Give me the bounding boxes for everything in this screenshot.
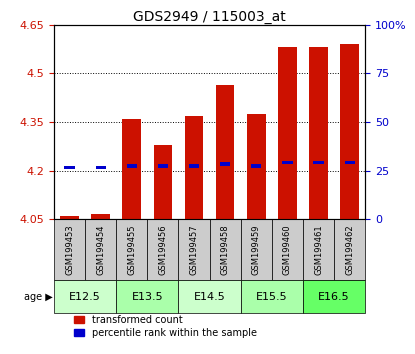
Text: E14.5: E14.5 (194, 292, 225, 302)
Bar (122, 119, 141, 219)
FancyBboxPatch shape (147, 219, 178, 280)
FancyBboxPatch shape (241, 219, 272, 280)
Bar (282, 161, 293, 164)
Bar (185, 115, 203, 219)
Bar (247, 114, 266, 219)
Text: E13.5: E13.5 (132, 292, 163, 302)
FancyBboxPatch shape (334, 219, 365, 280)
Text: GSM199459: GSM199459 (252, 224, 261, 275)
Text: GSM199462: GSM199462 (345, 224, 354, 275)
Bar (344, 161, 355, 164)
Bar (95, 166, 106, 169)
Bar (216, 85, 234, 219)
Bar (127, 164, 137, 167)
FancyBboxPatch shape (116, 219, 147, 280)
Text: GSM199456: GSM199456 (159, 224, 167, 275)
Bar (313, 161, 324, 164)
Text: GSM199461: GSM199461 (314, 224, 323, 275)
Text: GSM199455: GSM199455 (127, 224, 136, 275)
Legend: transformed count, percentile rank within the sample: transformed count, percentile rank withi… (74, 315, 257, 338)
Text: GSM199458: GSM199458 (221, 224, 229, 275)
FancyBboxPatch shape (54, 280, 116, 314)
Text: GSM199454: GSM199454 (96, 224, 105, 275)
Bar (251, 164, 261, 167)
FancyBboxPatch shape (54, 219, 85, 280)
Text: E15.5: E15.5 (256, 292, 288, 302)
FancyBboxPatch shape (303, 280, 365, 314)
Text: E16.5: E16.5 (318, 292, 350, 302)
FancyBboxPatch shape (210, 219, 241, 280)
FancyBboxPatch shape (272, 219, 303, 280)
Bar (309, 47, 328, 219)
FancyBboxPatch shape (178, 219, 210, 280)
Bar (158, 164, 168, 167)
Bar (60, 216, 79, 219)
FancyBboxPatch shape (303, 219, 334, 280)
FancyBboxPatch shape (241, 280, 303, 314)
Text: GSM199453: GSM199453 (65, 224, 74, 275)
Bar (220, 162, 230, 166)
FancyBboxPatch shape (116, 280, 178, 314)
Text: GSM199457: GSM199457 (190, 224, 198, 275)
Bar (64, 166, 75, 169)
Text: age ▶: age ▶ (24, 292, 52, 302)
Bar (340, 44, 359, 219)
Bar (91, 215, 110, 219)
Bar (278, 47, 297, 219)
Text: GSM199460: GSM199460 (283, 224, 292, 275)
FancyBboxPatch shape (178, 280, 241, 314)
Title: GDS2949 / 115003_at: GDS2949 / 115003_at (133, 10, 286, 24)
FancyBboxPatch shape (85, 219, 116, 280)
Text: E12.5: E12.5 (69, 292, 101, 302)
Bar (154, 145, 172, 219)
Bar (189, 164, 199, 167)
